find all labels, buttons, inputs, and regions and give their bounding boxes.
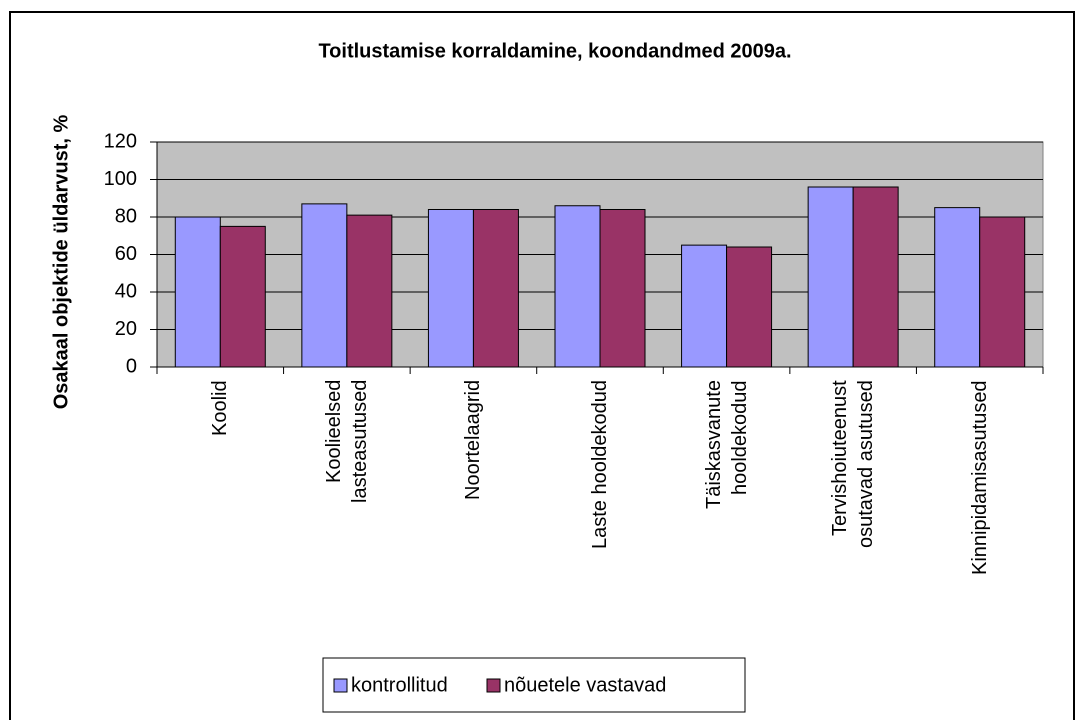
bar (174, 216, 221, 368)
bar (301, 203, 348, 368)
bar (472, 209, 519, 368)
bar (807, 186, 854, 368)
y-tick-label: 0 (126, 355, 137, 377)
bar (726, 246, 773, 368)
x-tick-label: Koolid (209, 380, 232, 436)
bar (681, 244, 728, 368)
x-tick-label: Kinnipidamisasutused (968, 380, 991, 575)
x-tick-label: Täiskasvanute hooldekodud (702, 380, 751, 509)
x-tick-label: Koolieelsed lasteasutused (322, 380, 371, 504)
bar (979, 216, 1026, 368)
y-tick-label: 20 (115, 318, 137, 340)
bar (427, 209, 474, 368)
x-tick-label: Laste hooldekodud (589, 380, 611, 550)
bar (219, 225, 266, 368)
legend-label: kontrollitud (351, 674, 448, 696)
y-axis-title: Osakaal objektide üldarvust, % (50, 115, 72, 410)
bar (599, 209, 646, 368)
y-tick-label: 120 (104, 130, 137, 152)
legend-label: nõuetele vastavad (504, 674, 666, 696)
legend-swatch (333, 678, 348, 693)
y-tick-label: 100 (104, 168, 137, 190)
bar (554, 205, 601, 368)
y-tick-label: 80 (115, 205, 137, 227)
y-tick-label: 60 (115, 243, 137, 265)
x-tick-label: Noortelaagrid (462, 380, 485, 501)
x-tick-label: Tervishoiuteenust osutavad asutused (829, 380, 878, 548)
bar (346, 214, 393, 368)
bar (852, 186, 899, 368)
legend-box (322, 657, 746, 713)
legend-swatch (486, 678, 501, 693)
bar (934, 207, 981, 368)
y-tick-label: 40 (115, 280, 137, 302)
chart-title: Toitlustamise korraldamine, koondandmed … (318, 40, 791, 62)
